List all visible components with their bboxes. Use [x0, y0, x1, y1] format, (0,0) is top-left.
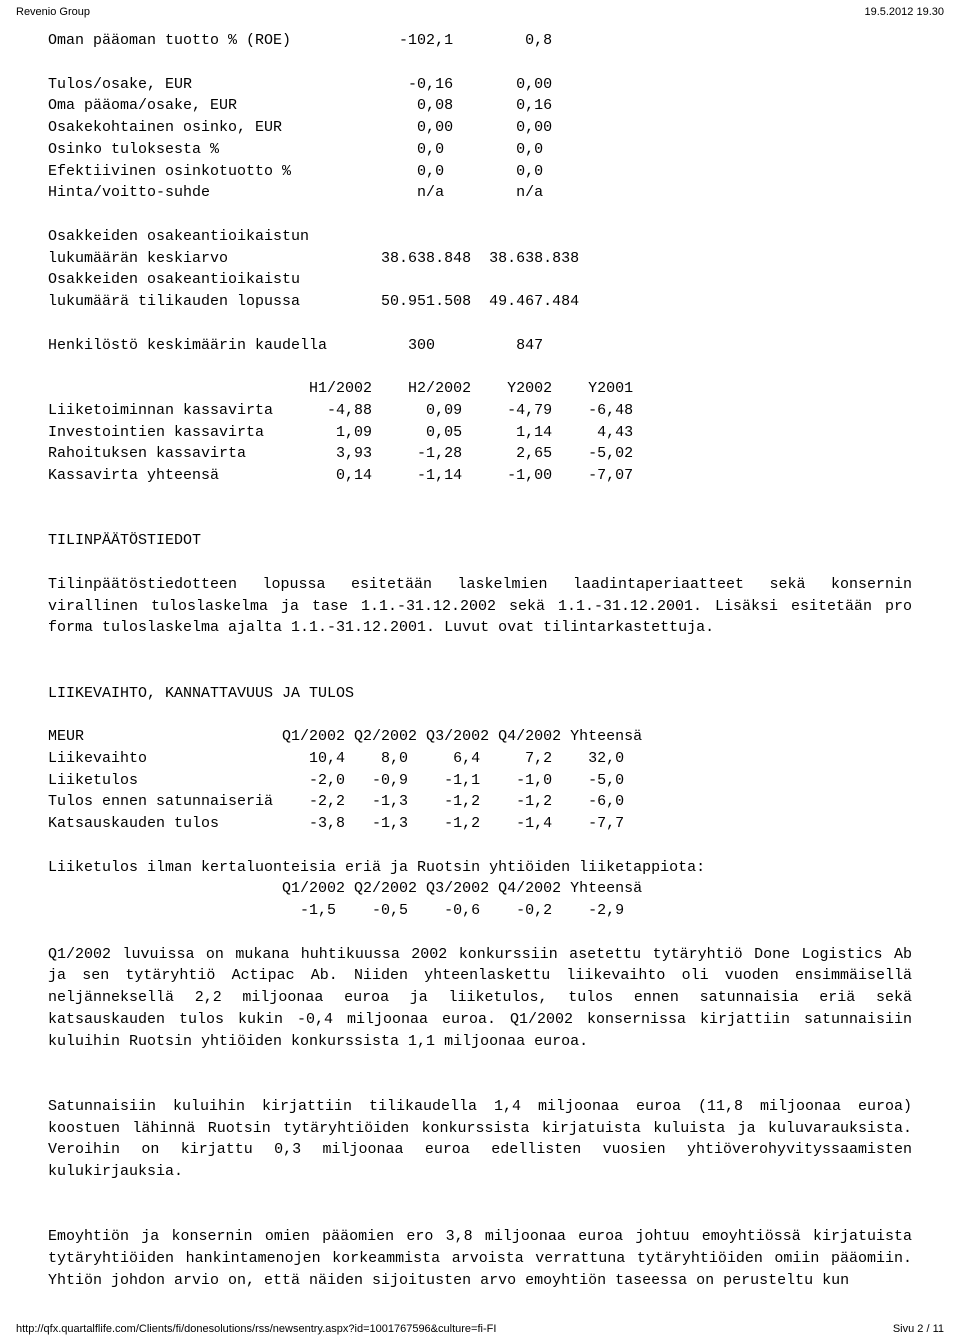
- paragraph-satunnaisiin: Satunnaisiin kuluihin kirjattiin tilikau…: [48, 1096, 912, 1183]
- page-header: Revenio Group 19.5.2012 19.30: [0, 0, 960, 22]
- paragraph-emoyhtiön: Emoyhtiön ja konsernin omien pääomien er…: [48, 1226, 912, 1291]
- footer-url: http://qfx.quartalflife.com/Clients/fi/d…: [16, 1323, 496, 1335]
- paragraph-q1-2002: Q1/2002 luvuissa on mukana huhtikuussa 2…: [48, 944, 912, 1053]
- header-company: Revenio Group: [16, 6, 90, 18]
- footer-page-number: Sivu 2 / 11: [893, 1323, 944, 1335]
- document-body: Oman pääoman tuotto % (ROE) -102,1 0,8 T…: [0, 22, 960, 1292]
- paragraph-tilinpaatostiedot: Tilinpäätöstiedotteen lopussa esitetään …: [48, 574, 912, 639]
- table-block-1: Oman pääoman tuotto % (ROE) -102,1 0,8 T…: [48, 32, 633, 549]
- paragraph-liiketulos-header: Liiketulos ilman kertaluonteisia eriä ja…: [48, 857, 912, 879]
- table-block-2: LIIKEVAIHTO, KANNATTAVUUS JA TULOS MEUR …: [48, 685, 642, 833]
- header-datetime: 19.5.2012 19.30: [864, 6, 944, 18]
- table-block-3: Q1/2002 Q2/2002 Q3/2002 Q4/2002 Yhteensä…: [48, 880, 642, 919]
- page-footer: http://qfx.quartalflife.com/Clients/fi/d…: [0, 1323, 960, 1335]
